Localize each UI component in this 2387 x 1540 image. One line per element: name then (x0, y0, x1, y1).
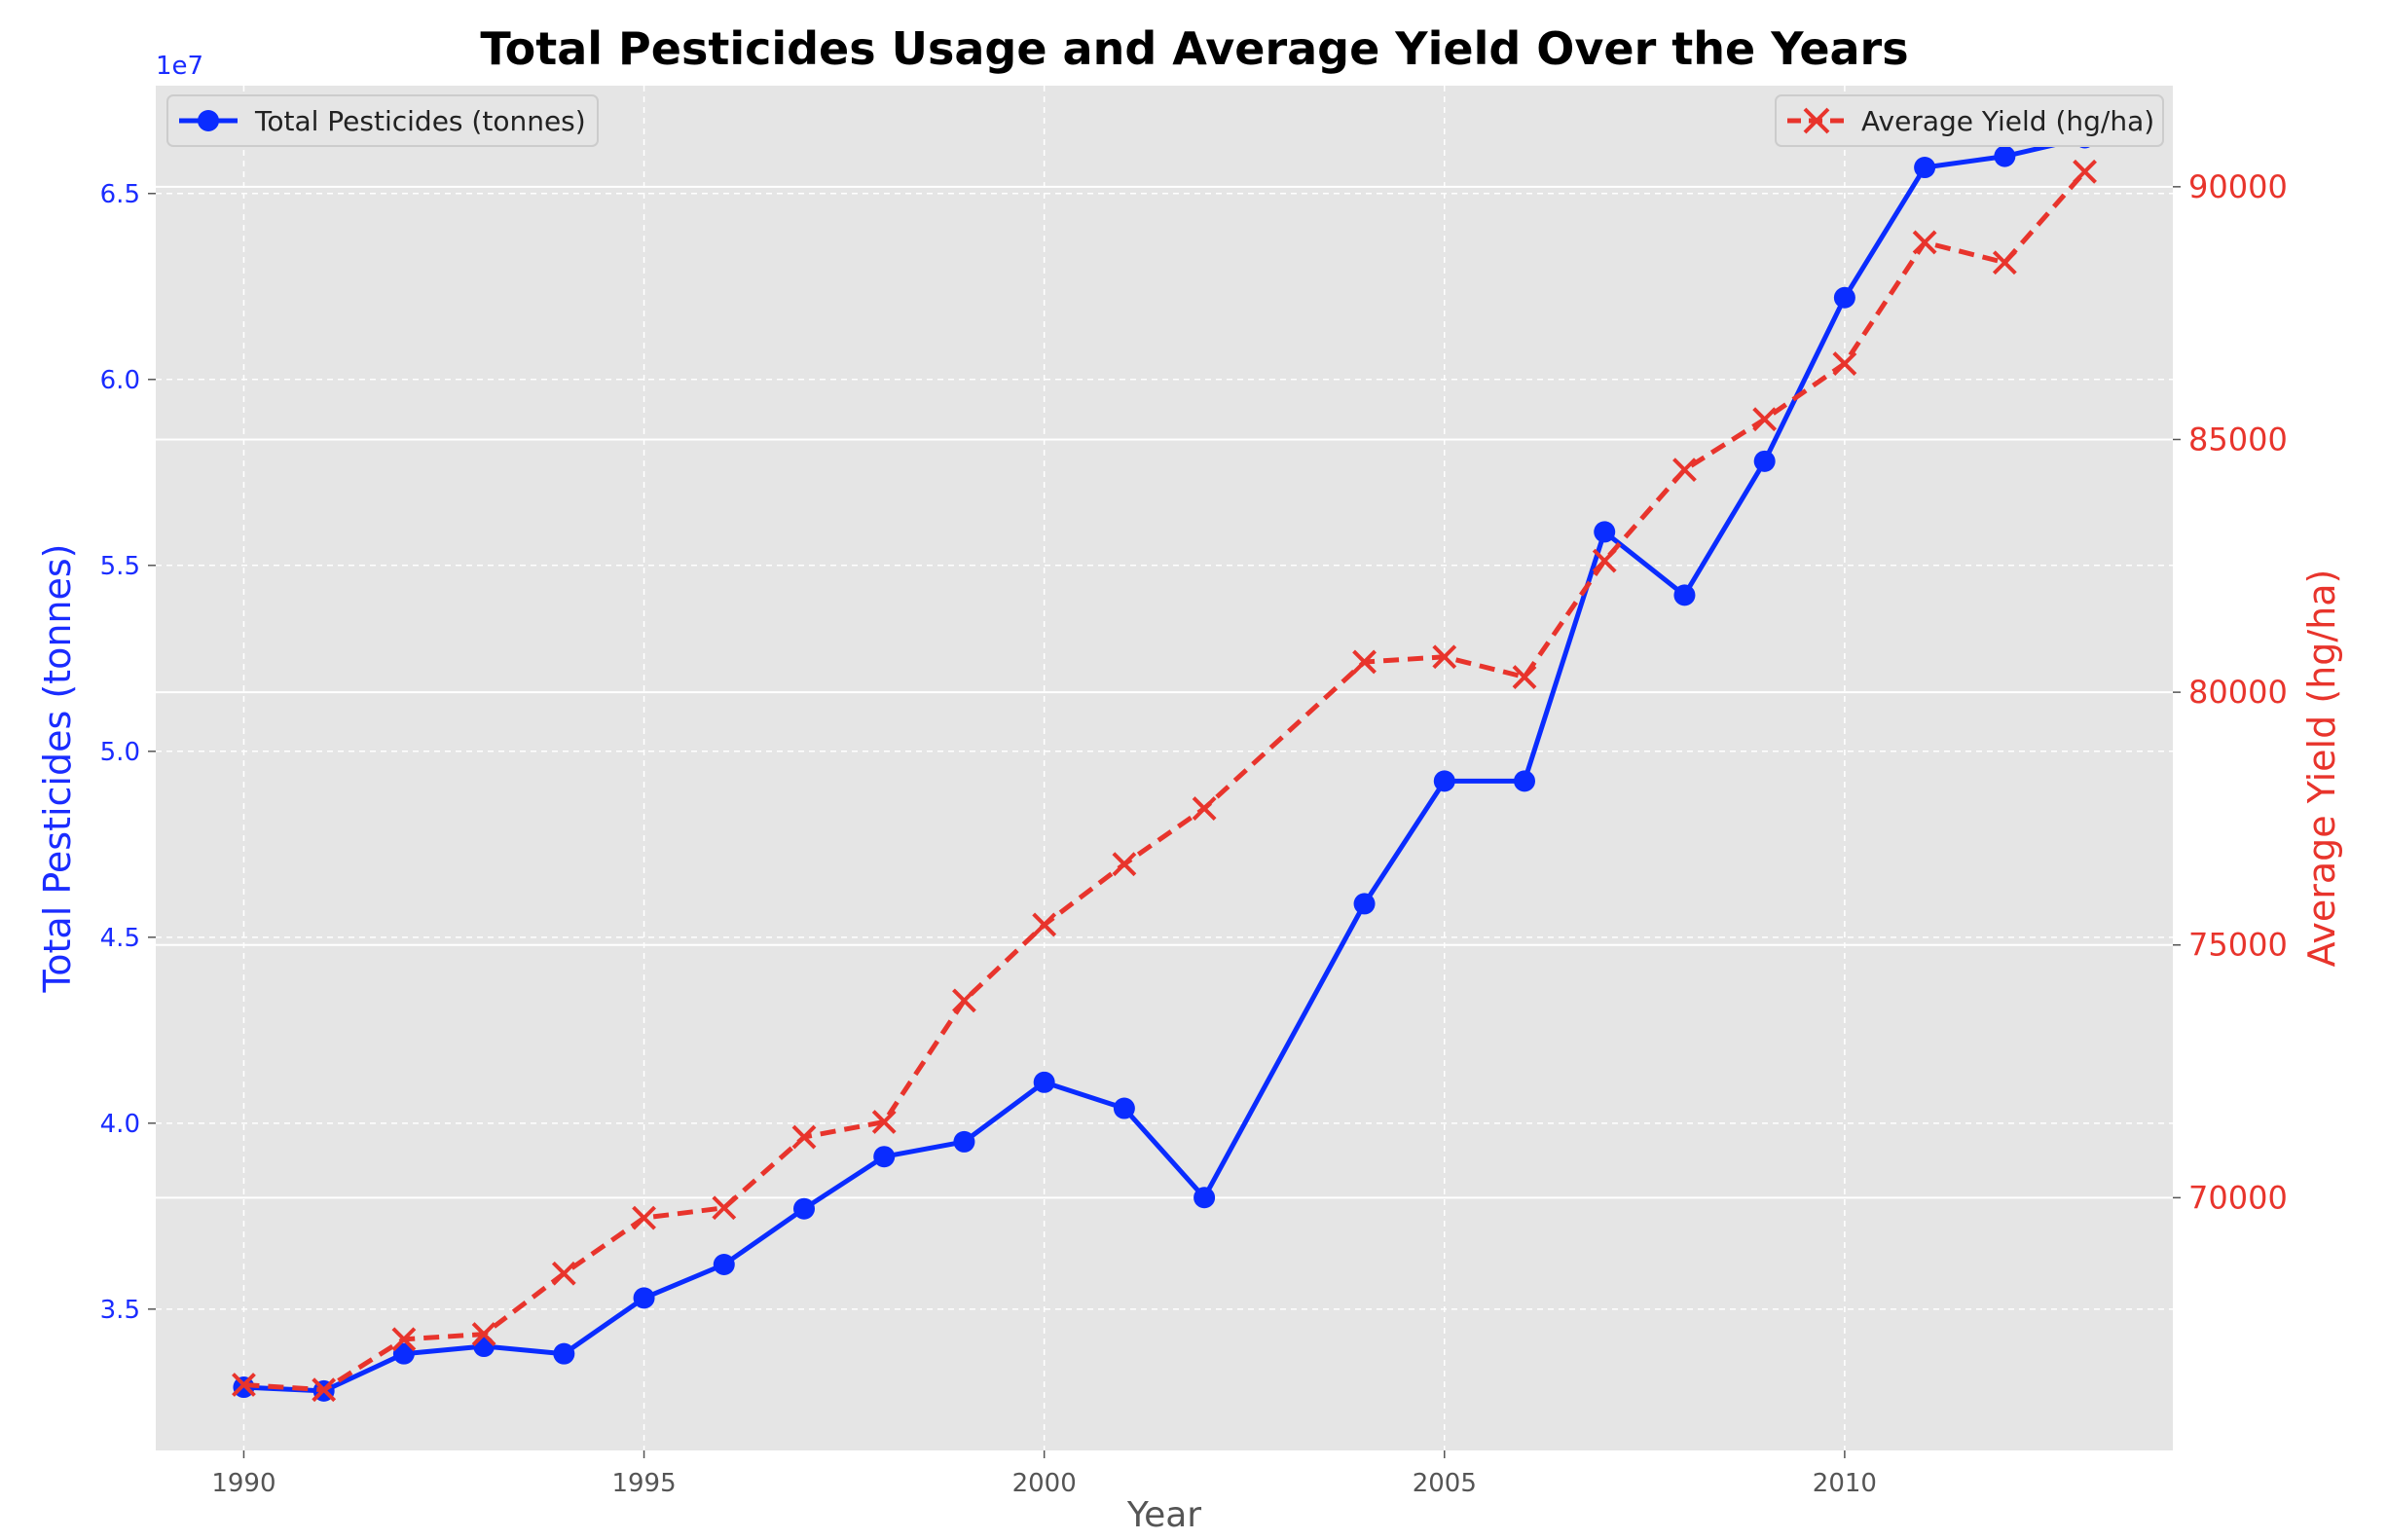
legend-yield-box (1775, 94, 2164, 147)
yield-point (952, 988, 976, 1013)
left-axis-label: Total Pesticides (tonnes) (36, 544, 79, 994)
yield-point (391, 1327, 417, 1352)
yield-point (471, 1322, 496, 1346)
yield-point (232, 1373, 256, 1397)
left-tick-label: 5.5 (100, 552, 140, 581)
left-tick-label: 6.0 (100, 366, 140, 395)
yield-point (1352, 649, 1377, 675)
pesticides-point (1833, 286, 1855, 309)
x-axis-label: Year (1126, 1495, 1201, 1535)
yield-point (312, 1377, 337, 1403)
yield-point (1112, 852, 1137, 877)
left-axis-offset-label: 1e7 (156, 52, 203, 81)
left-tick-label: 6.5 (100, 180, 140, 209)
yield-point (712, 1195, 737, 1221)
legend-pesticides: Total Pesticides (tonnes) (166, 94, 599, 147)
legend-pesticides-marker (198, 110, 219, 131)
pesticides-point (633, 1287, 655, 1309)
yield-point (1672, 458, 1697, 483)
yield-point (1592, 548, 1617, 573)
left-tick-label: 4.0 (100, 1110, 140, 1139)
pesticides-point (1033, 1071, 1055, 1093)
legend-pesticides-box (166, 94, 599, 147)
left-tick-label: 3.5 (100, 1296, 140, 1325)
pesticides-point (953, 1130, 975, 1153)
right-tick-label: 80000 (2188, 674, 2288, 711)
pesticides-point (713, 1253, 735, 1275)
legend-yield: Average Yield (hg/ha) (1775, 94, 2164, 147)
pesticides-point (553, 1342, 575, 1365)
pesticides-point (1994, 145, 2016, 167)
legend-yield-marker (1803, 107, 1830, 134)
left-tick-label: 4.5 (100, 924, 140, 953)
yield-point (2073, 159, 2097, 184)
grid-layer (156, 86, 2173, 1450)
yield-point (1832, 351, 1857, 377)
right-tick-label: 75000 (2188, 927, 2288, 964)
right-tick-label: 70000 (2188, 1179, 2288, 1216)
yield-point (632, 1205, 656, 1230)
right-tick-label: 85000 (2188, 421, 2288, 458)
yield-point (1512, 665, 1537, 689)
yield-point (871, 1110, 897, 1134)
pesticides-point (1673, 584, 1696, 606)
yield-point (551, 1261, 576, 1286)
pesticides-point (1113, 1097, 1135, 1119)
pesticides-point (1753, 450, 1776, 472)
x-tick-label: 1990 (211, 1469, 275, 1498)
yield-point (1032, 912, 1057, 937)
right-axis-label: Average Yield (hg/ha) (2300, 569, 2343, 968)
tick-layer: 3.5 4.0 4.5 5.0 5.5 6.0 6.5 70000 75000 80000 8500… (100, 168, 2288, 1498)
yield-point (1752, 407, 1778, 432)
x-tick-label: 2010 (1813, 1469, 1877, 1498)
pesticides-point (1194, 1187, 1216, 1209)
x-tick-label: 1995 (611, 1469, 676, 1498)
chart-title: Total Pesticides Usage and Average Yield… (480, 22, 1908, 75)
x-tick-label: 2000 (1012, 1469, 1077, 1498)
yield-point (1992, 250, 2017, 275)
pesticides-point (1514, 770, 1535, 792)
pesticides-point (392, 1342, 415, 1365)
plot-background (156, 86, 2173, 1450)
legend-pesticides-label: Total Pesticides (tonnes) (254, 105, 586, 137)
pesticides-point (1594, 521, 1616, 543)
left-tick-label: 5.0 (100, 738, 140, 767)
pesticides-point (473, 1336, 496, 1358)
pesticides-point (1353, 893, 1376, 915)
x-tick-label: 2005 (1413, 1469, 1477, 1498)
yield-point (1192, 796, 1217, 821)
yield-point (1432, 644, 1457, 670)
pesticides-point (1914, 157, 1936, 179)
pesticides-point (873, 1146, 896, 1168)
yield-point (1912, 230, 1937, 255)
legend-yield-label: Average Yield (hg/ha) (1861, 105, 2154, 137)
yield-point (791, 1124, 817, 1150)
pesticides-point (1433, 770, 1455, 792)
right-tick-label: 90000 (2188, 168, 2288, 205)
pesticides-point (793, 1197, 815, 1220)
